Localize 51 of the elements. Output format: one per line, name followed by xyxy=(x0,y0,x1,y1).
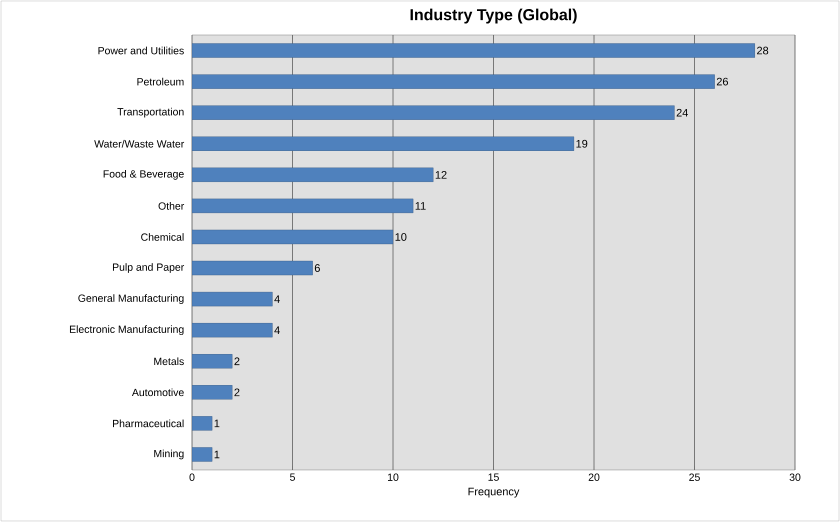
x-tick-label: 25 xyxy=(689,474,700,481)
bar xyxy=(192,168,434,182)
data-label: 10 xyxy=(396,233,406,241)
data-label: 28 xyxy=(757,46,768,54)
x-tick-label: 30 xyxy=(790,474,800,481)
data-label: 6 xyxy=(314,264,320,272)
bar xyxy=(192,322,273,338)
x-tick-label: 0 xyxy=(190,474,195,481)
x-tick-label: 20 xyxy=(588,474,600,481)
y-tick-label: Electronic Manufacturing xyxy=(70,325,184,336)
y-tick-label: Chemical xyxy=(141,233,184,241)
y-tick-label: Water/Waste Water xyxy=(94,140,184,148)
bar xyxy=(192,416,212,431)
y-tick-label: Metals xyxy=(154,357,184,366)
bar xyxy=(192,230,394,244)
bar xyxy=(192,354,232,368)
y-tick-label: Pharmaceutical xyxy=(113,420,184,428)
bar xyxy=(192,198,414,214)
data-label: 4 xyxy=(274,326,280,334)
data-label: 26 xyxy=(716,78,728,86)
bar xyxy=(192,136,574,151)
bar xyxy=(192,105,675,120)
y-tick-label: Petroleum xyxy=(137,78,184,86)
bar xyxy=(192,385,232,400)
data-label: 2 xyxy=(234,357,240,366)
data-label: 11 xyxy=(416,202,426,210)
bar xyxy=(192,74,715,89)
data-label: 1 xyxy=(214,450,220,458)
y-tick-label: Pulp and Paper xyxy=(112,263,184,273)
y-tick-label: Mining xyxy=(154,450,184,460)
x-tick-label: 5 xyxy=(290,474,295,481)
x-tick-label: 10 xyxy=(388,474,398,481)
data-label: 19 xyxy=(576,140,588,148)
bar xyxy=(192,292,273,306)
data-label: 2 xyxy=(234,388,240,396)
bar xyxy=(192,447,212,462)
y-tick-label: Other xyxy=(158,202,184,210)
data-label: 1 xyxy=(214,420,220,428)
bar xyxy=(192,43,756,58)
data-label: 12 xyxy=(436,170,447,179)
data-label: 4 xyxy=(274,295,280,303)
y-tick-label: Power and Utilities xyxy=(98,46,184,54)
x-tick-label: 15 xyxy=(488,474,499,481)
y-tick-label: General Manufacturing xyxy=(78,294,184,304)
data-label: 24 xyxy=(676,108,688,116)
x-axis-title: Frequency xyxy=(468,488,520,498)
y-tick-label: Food & Beverage xyxy=(104,170,184,180)
y-tick-label: Transportation xyxy=(117,108,184,118)
y-tick-label: Automotive xyxy=(132,388,184,396)
bar xyxy=(192,260,313,276)
chart-title: Industry Type (Global) xyxy=(410,8,577,24)
